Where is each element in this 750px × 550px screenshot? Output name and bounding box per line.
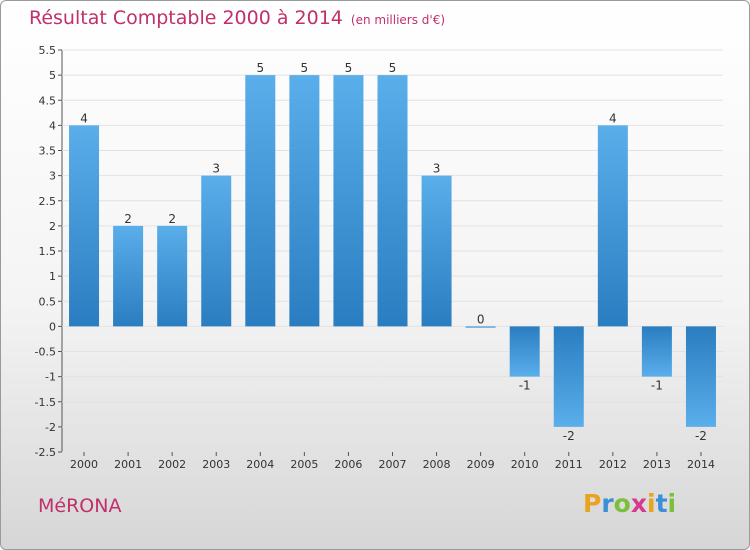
x-tick-label: 2001 [114,458,142,471]
x-tick-label: 2011 [555,458,583,471]
x-tick-label: 2004 [246,458,274,471]
y-tick-label: 3 [49,170,56,183]
logo-letter: o [613,489,631,518]
y-tick-label: -1 [45,371,56,384]
value-label: 2 [124,212,132,226]
bar-2004[interactable] [245,75,276,327]
y-tick-label: -2 [45,421,56,434]
value-label: 2 [168,212,176,226]
bar-2005[interactable] [289,75,320,327]
bar-2011[interactable] [553,326,584,427]
bar-2014[interactable] [685,326,716,427]
logo-letter: x [630,489,647,518]
value-label: -2 [695,429,707,443]
logo-letter: P [583,489,602,518]
y-tick-label: 2.5 [39,195,57,208]
x-tick-label: 2003 [202,458,230,471]
logo-letter: r [601,489,614,518]
bar-2009[interactable] [465,326,496,328]
value-label: 0 [477,312,485,326]
chart-title: Résultat Comptable 2000 à 2014 [29,7,343,29]
y-tick-label: 4.5 [39,94,57,107]
logo-letter: t [655,489,668,518]
y-tick-label: 0 [49,320,56,333]
x-tick-label: 2014 [687,458,715,471]
chart-title-line: Résultat Comptable 2000 à 2014 (en millie… [29,7,445,29]
bar-2006[interactable] [333,75,364,327]
y-tick-label: 4 [49,119,56,132]
bar-2007[interactable] [377,75,408,327]
y-tick-label: 3.5 [39,145,57,158]
value-label: -2 [563,429,575,443]
x-tick-label: 2000 [70,458,98,471]
y-tick-label: 1.5 [39,245,57,258]
y-tick-label: 0.5 [39,295,57,308]
value-label: 3 [212,162,220,176]
y-tick-label: -0.5 [35,346,56,359]
y-tick-label: 1 [49,270,56,283]
y-tick-label: -1.5 [35,396,56,409]
bar-2000[interactable] [69,125,100,327]
bar-2008[interactable] [421,175,452,327]
proxiti-logo[interactable]: Proxiti [583,489,676,518]
x-tick-label: 2009 [467,458,495,471]
bar-2012[interactable] [597,125,628,327]
bar-2002[interactable] [157,225,188,327]
y-tick-label: 2 [49,220,56,233]
bar-2003[interactable] [201,175,232,327]
x-tick-label: 2006 [334,458,362,471]
x-tick-label: 2007 [379,458,407,471]
city-name: MéRONA [38,495,122,517]
y-tick-label: 5 [49,69,56,82]
x-tick-label: 2013 [643,458,671,471]
x-tick-label: 2005 [290,458,318,471]
bar-chart: 5.5 5 4.5 4 3.5 3 2.5 2 1.5 1 0.5 0 -0.5 -1 -1.5 -2 -2.5… [35,44,723,471]
x-tick-label: 2012 [599,458,627,471]
value-label: 4 [609,111,617,125]
bar-2001[interactable] [113,225,144,327]
logo-letter: i [647,489,656,518]
bar-2010[interactable] [509,326,540,377]
value-label: 5 [301,61,309,75]
chart-subtitle: (en milliers d'€) [350,13,446,27]
y-tick-label: 5.5 [39,44,57,57]
bar-2013[interactable] [641,326,672,377]
logo-letter: i [667,489,677,518]
value-label: -1 [519,379,531,393]
y-tick-label: -2.5 [35,446,56,459]
value-label: 4 [80,111,88,125]
x-tick-label: 2002 [158,458,186,471]
x-tick-label: 2010 [511,458,539,471]
value-label: 5 [389,61,397,75]
x-tick-label: 2008 [423,458,451,471]
value-label: 3 [433,162,441,176]
value-label: 5 [345,61,353,75]
value-label: 5 [256,61,264,75]
value-label: -1 [651,379,663,393]
